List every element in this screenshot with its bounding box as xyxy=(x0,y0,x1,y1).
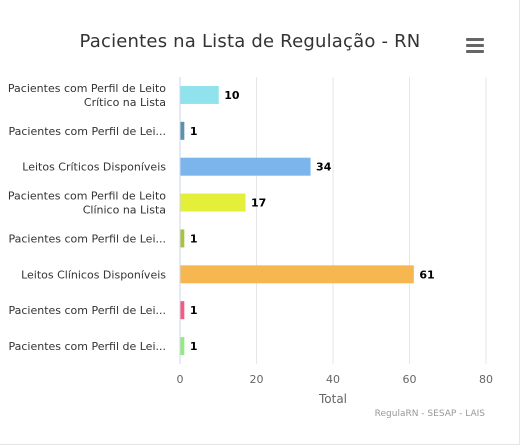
category-label: Pacientes com Perfil de Leito Clínico na … xyxy=(8,190,166,217)
category-labels: Pacientes com Perfil de Leito Crítico na … xyxy=(8,82,166,353)
category-label-line: Leitos Clínicos Disponíveis xyxy=(21,268,166,281)
category-label-line: Pacientes com Perfil de Leito xyxy=(8,82,166,95)
x-axis-ticks: 0 20 40 60 80 xyxy=(177,373,494,386)
credits[interactable]: RegulaRN - SESAP - LAIS xyxy=(374,409,485,419)
category-label: Pacientes com Perfil de Lei... xyxy=(8,125,166,138)
bar xyxy=(180,229,185,248)
data-label: 17 xyxy=(251,197,266,210)
category-label-line: Pacientes com Perfil de Leito xyxy=(8,190,166,203)
category-label-line: Pacientes com Perfil de Lei... xyxy=(8,232,166,245)
category-label-line: Pacientes com Perfil de Lei... xyxy=(8,125,166,138)
data-label: 61 xyxy=(419,268,434,281)
category-label-line: Crítico na Lista xyxy=(84,96,166,109)
x-axis-title: Total xyxy=(318,392,347,406)
x-tick-label: 80 xyxy=(479,373,493,386)
x-tick-label: 40 xyxy=(326,373,340,386)
data-label: 10 xyxy=(224,89,240,102)
category-label: Pacientes com Perfil de Lei... xyxy=(8,340,166,353)
category-label: Leitos Clínicos Disponíveis xyxy=(21,268,166,281)
bars xyxy=(180,85,414,356)
bar xyxy=(180,85,219,104)
data-label: 1 xyxy=(190,125,198,138)
category-label: Pacientes com Perfil de Leito Crítico na … xyxy=(8,82,166,109)
category-label: Leitos Críticos Disponíveis xyxy=(22,161,166,174)
bar xyxy=(180,193,246,212)
hamburger-menu-icon[interactable] xyxy=(466,38,484,53)
data-labels: 10 1 34 17 1 61 1 1 xyxy=(190,89,435,353)
x-tick-label: 60 xyxy=(403,373,417,386)
data-label: 1 xyxy=(190,304,198,317)
data-label: 1 xyxy=(190,340,198,353)
chart-title: Pacientes na Lista de Regulação - RN xyxy=(79,31,421,52)
data-label: 1 xyxy=(190,232,198,245)
category-label-line: Pacientes com Perfil de Lei... xyxy=(8,340,166,353)
data-label: 34 xyxy=(316,161,332,174)
category-label-line: Pacientes com Perfil de Lei... xyxy=(8,304,166,317)
grid-lines xyxy=(256,77,487,364)
category-label: Pacientes com Perfil de Lei... xyxy=(8,304,166,317)
bar xyxy=(180,121,185,140)
bar xyxy=(180,337,185,356)
category-label: Pacientes com Perfil de Lei... xyxy=(8,232,166,245)
category-label-line: Clínico na Lista xyxy=(83,204,166,217)
bar xyxy=(180,301,185,320)
x-tick-label: 0 xyxy=(177,373,184,386)
x-tick-label: 20 xyxy=(250,373,264,386)
category-label-line: Leitos Críticos Disponíveis xyxy=(22,161,166,174)
bar xyxy=(180,265,414,284)
bar xyxy=(180,157,311,176)
